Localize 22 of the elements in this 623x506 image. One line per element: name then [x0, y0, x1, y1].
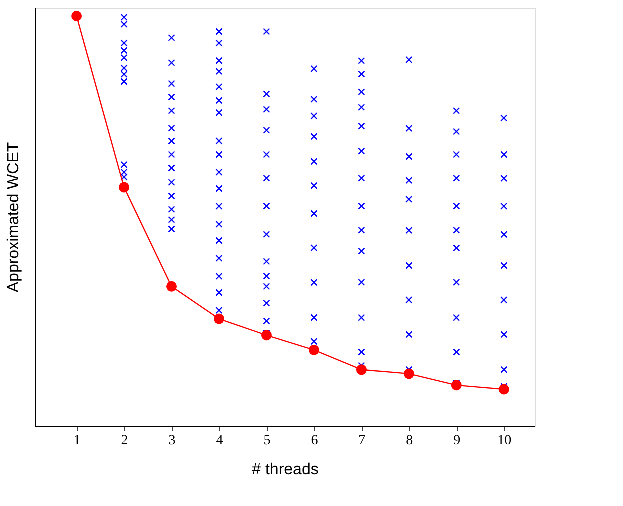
- x-tick-label: 10: [498, 434, 512, 448]
- x-tick-label: 6: [311, 434, 318, 448]
- y-axis-title: Approximated WCET: [6, 142, 22, 293]
- x-tick-label: 2: [121, 434, 128, 448]
- point: [261, 330, 272, 341]
- x-tick-label: 7: [358, 434, 366, 448]
- x-tick-label: 4: [216, 434, 224, 448]
- x-tick-label: 1: [74, 434, 81, 448]
- x-tick-label: 3: [168, 434, 176, 448]
- point: [119, 182, 130, 193]
- x-axis-title: # threads: [252, 462, 319, 478]
- point: [166, 281, 177, 292]
- point: [214, 314, 224, 324]
- point: [308, 344, 320, 356]
- x-tick-label: 8: [406, 434, 414, 448]
- point: [356, 364, 367, 376]
- point: [498, 384, 510, 395]
- point: [404, 368, 414, 380]
- point: [451, 380, 462, 391]
- point: [72, 10, 82, 22]
- x-tick-label: 5: [264, 434, 271, 448]
- x-tick-label: 9: [454, 434, 461, 448]
